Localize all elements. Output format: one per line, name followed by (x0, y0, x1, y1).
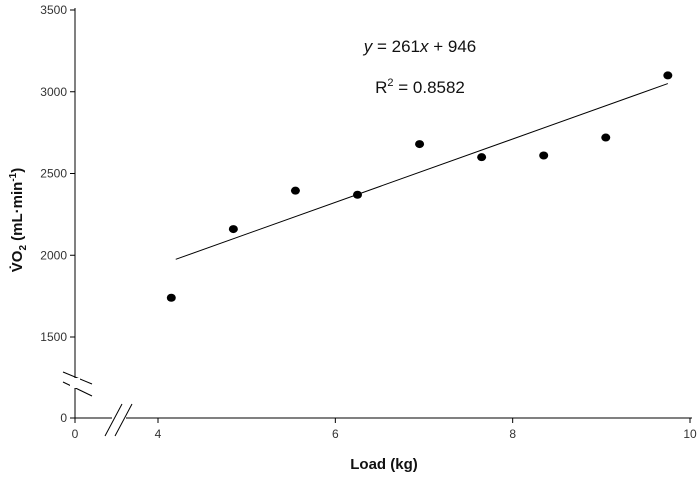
y-axis-break (62, 371, 93, 397)
data-point (539, 151, 549, 160)
data-point (601, 133, 611, 142)
x-tick-label: 6 (332, 427, 339, 441)
data-point (477, 153, 487, 162)
y-tick-label: 0 (60, 411, 67, 425)
y-tick-label: 3000 (40, 85, 67, 99)
x-tick-label: 4 (155, 427, 162, 441)
y-axis-label: V̇O2 (mL·min-1) (8, 168, 29, 272)
y-tick-label: 2000 (40, 248, 67, 262)
data-point (228, 225, 238, 234)
data-point (415, 140, 425, 149)
x-tick-label: 0 (72, 427, 79, 441)
r-squared: R2 = 0.8582 (375, 77, 465, 97)
data-point (290, 186, 300, 195)
x-axis-break (104, 403, 133, 437)
equation: y = 261x + 946 (363, 37, 477, 56)
x-axis-label: Load (kg) (350, 456, 418, 473)
data-point (166, 293, 176, 302)
data-point (663, 71, 673, 80)
trendline (175, 83, 669, 260)
y-tick-label: 1500 (40, 330, 67, 344)
x-tick-label: 8 (509, 427, 516, 441)
y-tick-label: 2500 (40, 167, 67, 181)
x-tick-label: 10 (683, 427, 697, 441)
data-point (353, 190, 362, 199)
y-tick-label: 3500 (40, 3, 67, 17)
